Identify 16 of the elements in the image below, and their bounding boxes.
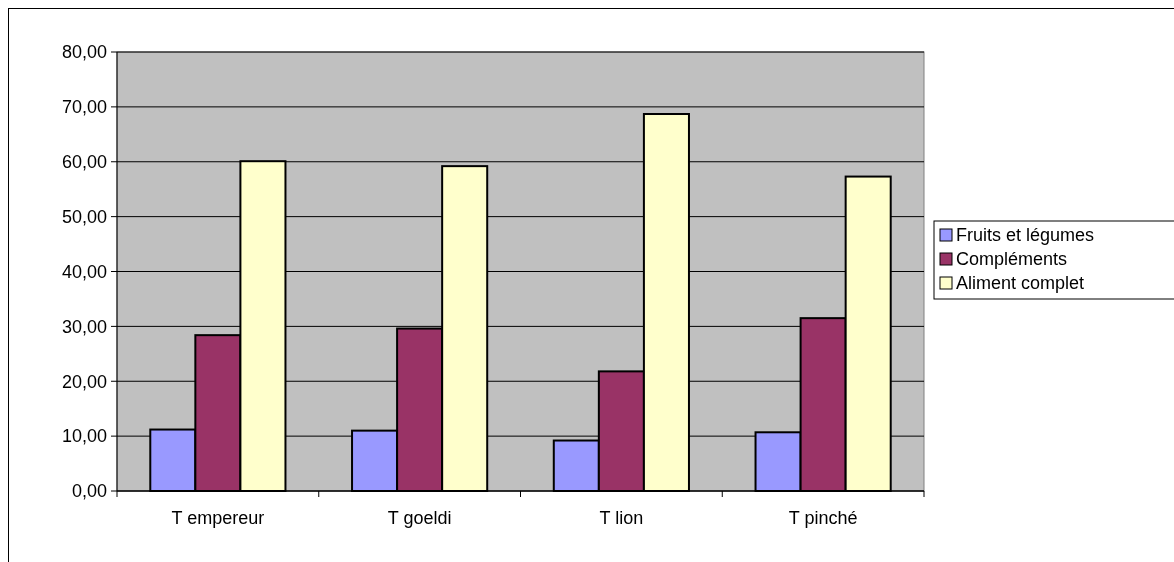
legend-label: Compléments: [956, 249, 1068, 270]
y-tick-label: 0,00: [71, 481, 107, 502]
y-tick-label: 40,00: [61, 261, 107, 282]
legend-label: Aliment complet: [956, 273, 1085, 294]
x-tick-label: T lion: [599, 508, 644, 528]
x-tick-label: T pinché: [788, 508, 858, 528]
legend-label: Fruits et légumes: [956, 225, 1095, 246]
y-tick-label: 50,00: [61, 206, 107, 227]
y-tick-label: 10,00: [61, 426, 107, 447]
y-tick-label: 60,00: [61, 152, 107, 173]
y-tick-label: 20,00: [61, 371, 107, 392]
x-tick-label: T empereur: [171, 508, 265, 528]
y-tick-label: 70,00: [61, 97, 107, 118]
y-tick-label: 80,00: [61, 42, 107, 63]
y-tick-label: 30,00: [61, 316, 107, 337]
x-tick-label: T goeldi: [387, 508, 452, 528]
